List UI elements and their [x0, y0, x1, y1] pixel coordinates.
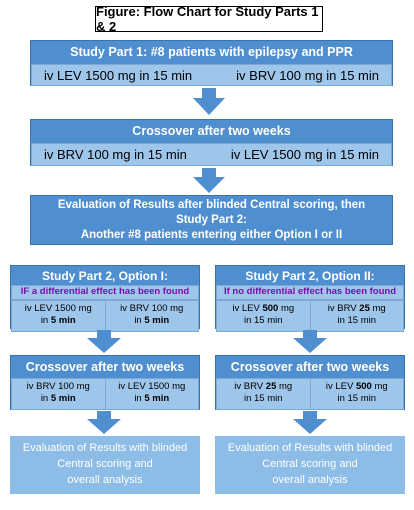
option1-left-time-prefix: in	[40, 315, 49, 326]
option1-left-arm: iv LEV 1500 mg in 5 min	[12, 301, 106, 331]
option1-right-drug: iv BRV 100 mg	[120, 303, 184, 314]
option2-crossover-right-drug: iv LEV 500 mg	[311, 381, 404, 393]
study-part1-box: Study Part 1: #8 patients with epilepsy …	[30, 40, 393, 86]
option2-left-time: in 15 min	[243, 315, 283, 326]
option2-crossover-left-drug: iv BRV 25 mg	[217, 381, 310, 393]
option1-left-time: in 5 min	[12, 315, 105, 327]
option1-right-arm: iv BRV 100 mg in 5 min	[106, 301, 199, 331]
option2-left-arm: iv LEV 500 mg in 15 min	[217, 301, 311, 331]
crossover1-left-arm: iv BRV 100 mg in 15 min	[44, 147, 187, 162]
option2-crossover-left-arm: iv BRV 25 mg in 15 min	[217, 379, 311, 409]
option1-crossover-left-time-prefix: in	[40, 393, 49, 404]
study-part1-arms: iv LEV 1500 mg in 15 min iv BRV 100 mg i…	[31, 64, 392, 86]
option1-right-time-prefix: in	[134, 315, 142, 326]
evaluation1-line2: Study Part 2:	[176, 214, 247, 226]
option2-right-time: in 15 min	[337, 315, 377, 326]
option2-right-drug-prefix: iv BRV	[327, 303, 357, 314]
option2-box: Study Part 2, Option II: If no different…	[215, 265, 405, 332]
option2-header: Study Part 2, Option II:	[245, 269, 375, 283]
option1-crossover-right-arm: iv LEV 1500 mg in 5 min	[106, 379, 199, 409]
option2-crossover-right-dose: 500	[355, 381, 372, 392]
option2-crossover-right-drug-prefix: iv LEV	[325, 381, 354, 392]
option2-crossover-right-arm: iv LEV 500 mg in 15 min	[311, 379, 404, 409]
option2-crossover-left-dose: 25	[265, 381, 277, 392]
option2-right-dose: 25	[359, 303, 370, 314]
option1-crossover-right-time: in 5 min	[106, 393, 199, 405]
option1-crossover-left-time: in 5 min	[12, 393, 105, 405]
option1-arms: iv LEV 1500 mg in 5 min iv BRV 100 mg in…	[11, 300, 199, 332]
option1-crossover-left-arm: iv BRV 100 mg in 5 min	[12, 379, 106, 409]
option2-crossover-right-unit: mg	[374, 381, 388, 392]
option2-right-arm: iv BRV 25 mg in 15 min	[311, 301, 404, 331]
option1-crossover-header: Crossover after two weeks	[25, 360, 185, 374]
option1-condition: IF a differential effect has been found	[11, 285, 199, 300]
option2-right-unit: mg	[372, 303, 386, 314]
crossover1-arms: iv BRV 100 mg in 15 min iv LEV 1500 mg i…	[31, 143, 392, 166]
down-arrow-1	[193, 88, 225, 115]
option1-crossover-right-drug: iv LEV 1500 mg	[118, 381, 186, 392]
option1-right-time: in 5 min	[106, 315, 199, 327]
evaluation1-line3: Another #8 patients entering either Opti…	[80, 229, 343, 241]
option1-evaluation-box: Evaluation of Results with blinded Centr…	[10, 436, 200, 494]
option1-right-time-value: 5 min	[144, 315, 170, 326]
down-arrow-option2-a	[293, 330, 327, 353]
option2-left-dose: 500	[262, 303, 279, 314]
option1-crossover-arms: iv BRV 100 mg in 5 min iv LEV 1500 mg in…	[11, 378, 199, 410]
option2-evaluation-line1: Evaluation of Results with blinded	[227, 442, 393, 454]
option1-evaluation-line2: Central scoring and	[57, 458, 153, 470]
evaluation1-line1: Evaluation of Results after blinded Cent…	[57, 199, 366, 211]
option2-evaluation-line3: overall analysis	[272, 474, 348, 486]
option2-arms: iv LEV 500 mg in 15 min iv BRV 25 mg in …	[216, 300, 404, 332]
option1-left-drug: iv LEV 1500 mg	[24, 303, 92, 314]
part1-right-arm: iv BRV 100 mg in 15 min	[236, 67, 379, 83]
option1-left-time-value: 5 min	[50, 315, 76, 326]
figure-title: Figure: Flow Chart for Study Parts 1 & 2	[95, 4, 323, 34]
option2-left-drug: iv LEV 500 mg	[217, 303, 310, 315]
option2-crossover-left-unit: mg	[279, 381, 293, 392]
option2-condition: If no differential effect has been found	[216, 285, 404, 300]
down-arrow-option1-a	[87, 330, 121, 353]
part1-left-arm: iv LEV 1500 mg in 15 min	[44, 67, 193, 83]
option2-crossover-left-drug-prefix: iv BRV	[234, 381, 264, 392]
option2-evaluation-line2: Central scoring and	[262, 458, 358, 470]
option1-crossover-left-drug: iv BRV 100 mg	[26, 381, 90, 392]
option1-evaluation-line3: overall analysis	[67, 474, 143, 486]
option1-header: Study Part 2, Option I:	[41, 269, 168, 283]
option2-crossover-left-time: in 15 min	[243, 393, 283, 404]
option2-right-drug: iv BRV 25 mg	[311, 303, 404, 315]
option2-left-drug-prefix: iv LEV	[232, 303, 260, 314]
option2-crossover-arms: iv BRV 25 mg in 15 min iv LEV 500 mg in …	[216, 378, 404, 410]
option1-crossover-right-time-value: 5 min	[144, 393, 170, 404]
crossover1-box: Crossover after two weeks iv BRV 100 mg …	[30, 119, 393, 166]
option1-crossover-right-time-prefix: in	[134, 393, 142, 404]
option1-crossover-box: Crossover after two weeks iv BRV 100 mg …	[10, 355, 200, 410]
crossover1-header: Crossover after two weeks	[132, 124, 291, 138]
down-arrow-2	[193, 168, 225, 193]
crossover1-right-arm: iv LEV 1500 mg in 15 min	[230, 147, 379, 162]
option2-evaluation-box: Evaluation of Results with blinded Centr…	[215, 436, 405, 494]
evaluation1-box: Evaluation of Results after blinded Cent…	[30, 195, 393, 245]
option2-crossover-right-time: in 15 min	[337, 393, 377, 404]
option2-crossover-box: Crossover after two weeks iv BRV 25 mg i…	[215, 355, 405, 410]
study-part1-header: Study Part 1: #8 patients with epilepsy …	[70, 45, 353, 59]
option1-evaluation-line1: Evaluation of Results with blinded	[22, 442, 188, 454]
option1-box: Study Part 2, Option I: IF a differentia…	[10, 265, 200, 332]
down-arrow-option1-b	[87, 411, 121, 434]
option2-crossover-header: Crossover after two weeks	[230, 360, 390, 374]
option1-crossover-left-time-value: 5 min	[50, 393, 76, 404]
option2-left-unit: mg	[280, 303, 295, 314]
down-arrow-option2-b	[293, 411, 327, 434]
